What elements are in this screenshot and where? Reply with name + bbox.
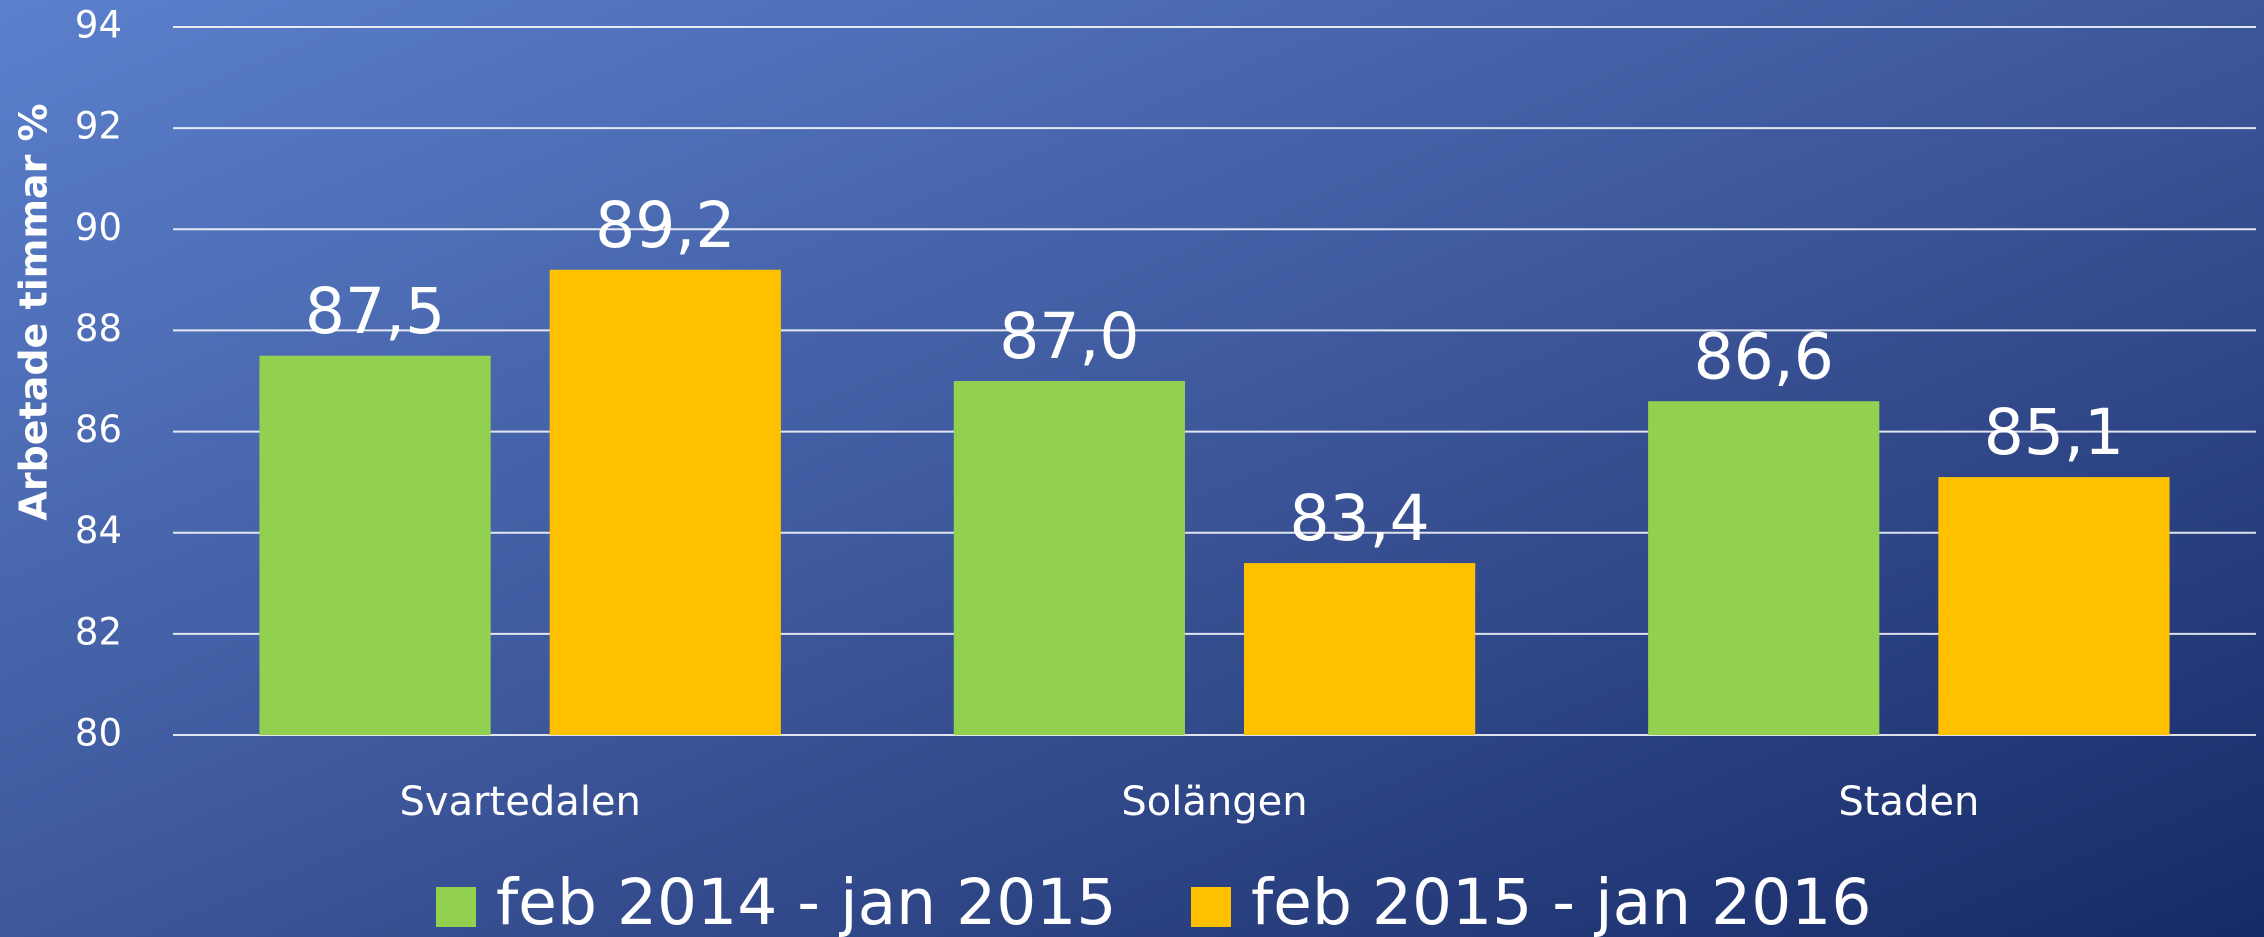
data-label: 86,6 (1694, 320, 1834, 393)
legend-label: feb 2014 - jan 2015 (496, 866, 1116, 937)
bar (259, 355, 491, 735)
y-tick-label: 86 (75, 408, 122, 451)
x-tick-label: Solängen (1121, 779, 1307, 825)
data-label: 87,0 (999, 300, 1139, 373)
y-axis-label: Arbetade timmar % (12, 103, 56, 520)
y-tick-label: 94 (75, 4, 122, 47)
data-label: 87,5 (305, 275, 445, 348)
data-label: 85,1 (1984, 396, 2124, 469)
y-tick-label: 80 (75, 712, 122, 755)
legend-swatch (1191, 887, 1231, 927)
data-label: 83,4 (1289, 482, 1429, 555)
y-tick-label: 90 (75, 206, 122, 249)
data-label: 89,2 (595, 189, 735, 262)
y-tick-label: 92 (75, 105, 122, 148)
bar (1938, 477, 2170, 735)
bar (1244, 563, 1476, 735)
bar (953, 381, 1185, 735)
legend-label: feb 2015 - jan 2016 (1251, 866, 1871, 937)
y-tick-label: 82 (75, 610, 122, 653)
bar (1648, 401, 1880, 735)
x-tick-label: Staden (1838, 779, 1979, 825)
bar (549, 269, 781, 735)
x-tick-label: Svartedalen (400, 779, 641, 825)
legend-swatch (436, 887, 476, 927)
y-tick-label: 88 (75, 307, 122, 350)
y-tick-label: 84 (75, 509, 122, 552)
